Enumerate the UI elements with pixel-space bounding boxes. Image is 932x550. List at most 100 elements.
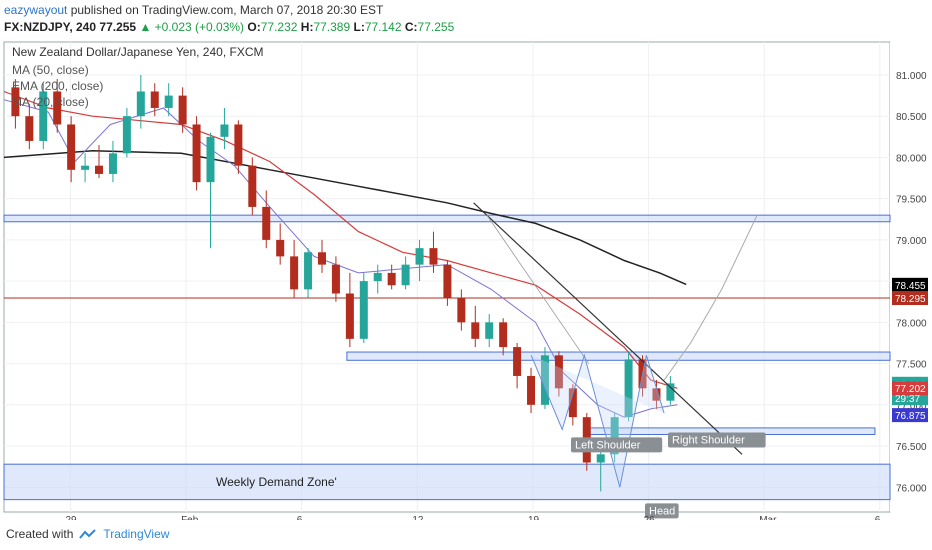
candle-body — [652, 388, 661, 401]
candle-body — [624, 359, 633, 418]
symbol-label: FX:NZDJPY, 240 — [4, 20, 97, 34]
ema200-line — [3, 150, 687, 286]
open-label: O: — [247, 20, 261, 34]
ohlc-bar: FX:NZDJPY, 240 77.255 ▲ +0.023 (+0.03%) … — [4, 20, 454, 34]
candle-body — [67, 124, 76, 170]
candle-body — [415, 248, 424, 265]
candle-body — [401, 264, 410, 286]
price-tag-bg — [892, 291, 928, 306]
candle-body — [317, 252, 326, 265]
last-price: 77.255 — [99, 20, 137, 34]
candle-body — [513, 347, 522, 376]
price-tag-bg — [892, 381, 928, 396]
tradingview-logo-icon — [79, 529, 97, 539]
zone-1 — [346, 351, 891, 361]
y-tick-label: 76.000 — [896, 483, 927, 494]
candle-body — [220, 124, 229, 137]
candle-body — [39, 91, 48, 141]
x-tick-label: 12 — [412, 515, 424, 520]
candle-body — [331, 264, 340, 294]
y-tick-label: 79.000 — [896, 236, 927, 247]
candle-body — [568, 388, 577, 418]
price-tag-bg — [892, 408, 928, 423]
open-value: 77.232 — [260, 20, 298, 34]
demand-zone-label: Weekly Demand Zone' — [216, 475, 337, 489]
candle-body — [485, 322, 494, 339]
x-tick-label: 26 — [644, 515, 656, 520]
candle-body — [540, 355, 549, 405]
projection-path — [663, 214, 758, 381]
y-tick-label: 77.500 — [896, 360, 927, 371]
candle-body — [345, 293, 354, 339]
price-tag: 29:37 — [895, 394, 920, 405]
candle-body — [429, 248, 438, 265]
legend-ma50: MA (50, close) — [12, 63, 89, 77]
candle-body — [666, 383, 675, 401]
candle-body — [164, 95, 173, 108]
candle-body — [359, 281, 368, 339]
ma50-line — [3, 90, 678, 389]
candle-body — [596, 454, 605, 463]
candle-body — [527, 375, 536, 405]
candle-body — [11, 87, 20, 117]
candle-body — [262, 206, 271, 240]
y-tick-label: 77.000 — [896, 401, 927, 412]
price-tag: 78.455 — [895, 281, 926, 292]
candle-body — [108, 153, 117, 174]
price-tag: 77.202 — [895, 384, 926, 395]
tradingview-link[interactable]: TradingView — [103, 527, 170, 541]
candle-body — [387, 272, 396, 286]
candle-body — [122, 116, 131, 154]
footer: Created with TradingView — [6, 527, 169, 541]
candle-body — [276, 239, 285, 257]
head-shoulders-outline — [530, 353, 665, 488]
right-shoulder-label-bg — [668, 432, 766, 448]
head-label-bg — [645, 503, 679, 519]
candle-body — [304, 252, 313, 290]
price-chart[interactable]: Weekly Demand Zone' Left Shoulder Right Sh… — [0, 38, 932, 526]
chart-title: New Zealand Dollar/Japanese Yen, 240, FX… — [12, 45, 263, 59]
candle-body — [610, 417, 619, 455]
x-tick-label: 6 — [297, 515, 303, 520]
candle-body — [192, 124, 201, 183]
author-link[interactable]: eazywayout — [4, 3, 68, 17]
candle-body — [81, 165, 90, 170]
zone-3 — [3, 463, 891, 501]
candle-body — [290, 256, 299, 290]
candle-body — [178, 95, 187, 125]
created-with-text: Created with — [6, 527, 74, 541]
x-tick-label: Feb — [181, 515, 199, 520]
publish-info: published on TradingView.com, March 07, … — [67, 3, 384, 17]
candle-body — [554, 355, 563, 389]
candle-body — [206, 136, 215, 183]
candle-body — [234, 124, 243, 166]
y-tick-label: 80.000 — [896, 153, 927, 164]
candle-body — [25, 116, 34, 141]
candle-body — [457, 297, 466, 323]
legend-ema200: EMA (200, close) — [12, 79, 103, 93]
candle-body — [136, 91, 145, 117]
candle-body — [373, 272, 382, 282]
x-tick-label: Mar — [759, 515, 777, 520]
x-tick-label: 6 — [875, 515, 881, 520]
price-tag: 76.875 — [895, 411, 926, 422]
y-tick-label: 76.500 — [896, 442, 927, 453]
high-value: 77.389 — [313, 20, 351, 34]
candle-body — [248, 165, 257, 207]
right-shoulder-label: Right Shoulder — [672, 434, 745, 446]
price-tag-bg — [892, 277, 928, 292]
high-label: H: — [300, 20, 314, 34]
head-label: Head — [649, 505, 675, 517]
y-tick-label: 79.500 — [896, 195, 927, 206]
candle-body — [53, 91, 62, 125]
x-tick-label: 19 — [528, 515, 540, 520]
y-tick-label: 80.500 — [896, 112, 927, 123]
candle-body — [499, 322, 508, 348]
chart-area[interactable]: Weekly Demand Zone' Left Shoulder Right Sh… — [0, 38, 932, 526]
candle-body — [150, 91, 159, 108]
price-axis — [890, 42, 928, 512]
price-change: ▲ +0.023 (+0.03%) — [139, 20, 245, 34]
low-label: L: — [353, 20, 365, 34]
price-tag: 78.295 — [895, 294, 926, 305]
left-shoulder-label-bg — [571, 437, 663, 453]
